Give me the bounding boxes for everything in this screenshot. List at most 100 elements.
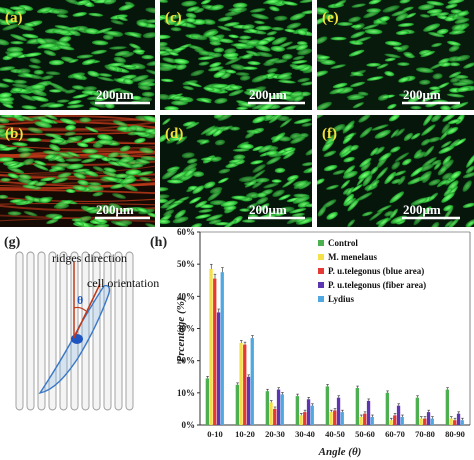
cell-blob <box>53 203 70 209</box>
cell-blob <box>220 125 233 132</box>
bar <box>265 391 269 425</box>
bar <box>355 388 359 425</box>
cell-blob <box>71 73 84 80</box>
cell-blob <box>224 48 237 55</box>
cell-blob <box>384 57 396 62</box>
cell-blob <box>436 28 449 35</box>
panel-label-a: (a) <box>5 10 23 26</box>
cell-blob <box>286 197 301 203</box>
cell-blob <box>209 62 222 68</box>
cell-blob <box>67 100 82 105</box>
y-tick-label: 60% <box>177 227 195 237</box>
cell-blob <box>348 16 361 23</box>
cell-blob <box>385 40 402 46</box>
cell-blob <box>0 6 7 14</box>
cell-blob <box>214 97 228 104</box>
cell-blob <box>134 137 146 144</box>
cell-blob <box>437 82 450 89</box>
cell-blob <box>136 158 151 164</box>
cell-blob <box>119 64 137 68</box>
scale-text-b: 200μm <box>96 202 134 217</box>
cell-blob <box>24 52 42 57</box>
cell-blob <box>251 169 266 180</box>
legend-swatch <box>318 240 324 246</box>
cell-blob <box>271 132 286 143</box>
cell-blob <box>450 103 462 109</box>
cell-blob <box>136 171 154 176</box>
cell-blob <box>95 27 113 34</box>
cell-blob <box>239 75 251 81</box>
bar <box>303 412 307 425</box>
cell-blob <box>339 145 352 156</box>
cell-blob <box>137 78 155 86</box>
cell-blob <box>118 4 135 11</box>
cell-blob <box>347 198 360 212</box>
cell-blob <box>394 152 410 162</box>
cell-blob <box>254 20 265 25</box>
cell-blob <box>187 158 198 164</box>
x-tick-label: 40-50 <box>325 429 345 439</box>
cell-blob <box>323 164 338 172</box>
cell-blob <box>54 40 68 47</box>
cell-blob <box>389 208 398 219</box>
cell-blob <box>116 88 134 96</box>
cell-blob <box>369 210 384 221</box>
cell-blob <box>429 86 441 91</box>
fiber-line <box>0 196 155 202</box>
cell-blob <box>407 95 422 103</box>
cell-blob <box>21 72 34 78</box>
cell-blob <box>228 34 239 39</box>
cell-blob <box>326 184 339 190</box>
cell-blob <box>442 172 453 180</box>
cell-blob <box>230 64 246 71</box>
cell-blob <box>346 186 354 196</box>
cell-blob <box>162 118 171 125</box>
cell-blob <box>107 152 120 158</box>
cell-blob <box>390 129 399 139</box>
cell-blob <box>440 105 451 110</box>
cell-blob <box>112 193 127 199</box>
cell-blob <box>170 27 182 32</box>
ridge <box>81 251 90 411</box>
cell-blob <box>59 118 77 125</box>
cell-blob <box>242 24 255 30</box>
cell-blob <box>224 22 240 27</box>
cell-blob <box>88 182 102 186</box>
cell-blob <box>147 212 155 218</box>
cell-blob <box>236 106 248 110</box>
cell-blob <box>186 6 200 12</box>
bar <box>239 343 243 425</box>
cell-blob <box>426 8 443 14</box>
micrograph-panel-b <box>0 115 155 227</box>
bar <box>359 417 363 425</box>
cell-blob <box>99 92 112 99</box>
cell-blob <box>160 0 169 3</box>
cell-blob <box>449 170 462 180</box>
cell-blob <box>362 174 373 187</box>
cell-blob <box>42 150 60 155</box>
cell-blob <box>410 166 424 177</box>
cell-blob <box>40 177 57 182</box>
cell-blob <box>277 115 290 122</box>
panel-label-c: (c) <box>165 10 182 26</box>
cell-blob <box>343 165 356 176</box>
cell-blob <box>283 147 294 152</box>
bar <box>396 405 401 425</box>
cell-blob <box>428 192 439 201</box>
legend-swatch <box>318 254 324 260</box>
cell-blob <box>228 159 242 164</box>
cell-blob <box>462 180 472 192</box>
bar <box>366 400 371 425</box>
y-axis-label: Prcentage (%) <box>175 297 187 362</box>
cell-blob <box>161 168 178 180</box>
cell-blob <box>161 198 176 208</box>
cell-blob <box>322 199 337 209</box>
cell-blob <box>9 6 26 11</box>
cell-blob <box>369 166 379 175</box>
cell-blob <box>195 214 211 219</box>
cell-blob <box>172 58 190 65</box>
cell-blob <box>432 73 443 80</box>
cell-blob <box>282 105 296 110</box>
cell-blob <box>104 102 115 109</box>
cell-blob <box>265 150 278 156</box>
